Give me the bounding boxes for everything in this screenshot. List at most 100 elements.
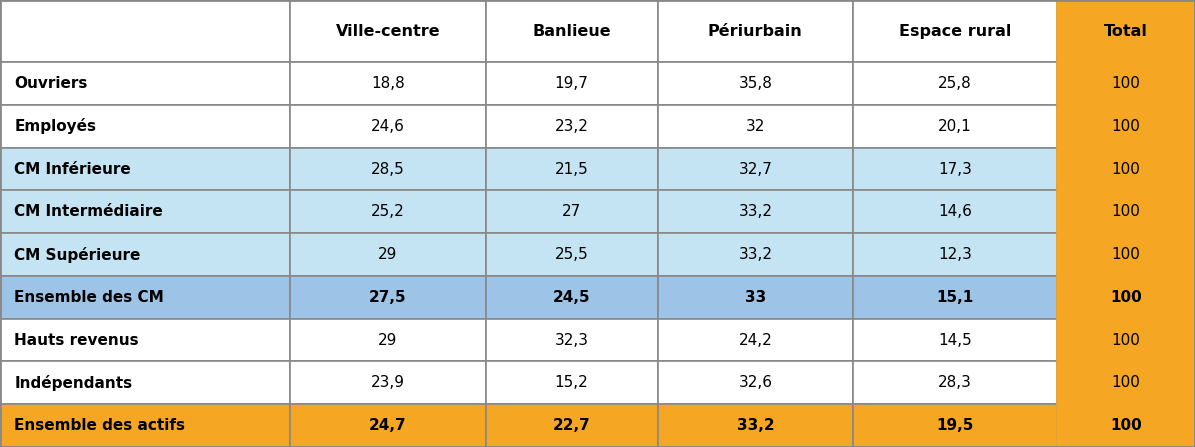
Bar <box>485 105 657 148</box>
Text: Espace rural: Espace rural <box>899 24 1011 38</box>
Bar <box>657 190 853 233</box>
Bar <box>0 276 290 319</box>
Text: 29: 29 <box>379 247 398 262</box>
Bar <box>853 276 1058 319</box>
Text: 100: 100 <box>1111 76 1140 91</box>
Bar <box>0 319 290 362</box>
Bar <box>485 276 657 319</box>
Bar <box>485 0 657 62</box>
Text: 100: 100 <box>1111 247 1140 262</box>
Bar <box>485 362 657 404</box>
Text: 25,2: 25,2 <box>372 204 405 219</box>
Bar <box>0 62 290 105</box>
Bar <box>853 319 1058 362</box>
Text: 29: 29 <box>379 333 398 348</box>
Text: Employés: Employés <box>14 118 97 134</box>
Text: 33,2: 33,2 <box>736 418 774 433</box>
Text: 100: 100 <box>1111 375 1140 390</box>
Bar <box>290 0 485 62</box>
Text: 15,2: 15,2 <box>554 375 589 390</box>
Bar <box>1058 233 1195 276</box>
Bar <box>0 233 290 276</box>
Bar <box>657 362 853 404</box>
Bar <box>657 148 853 190</box>
Text: Banlieue: Banlieue <box>532 24 611 38</box>
Text: 100: 100 <box>1111 204 1140 219</box>
Text: 23,2: 23,2 <box>554 119 589 134</box>
Bar <box>1058 105 1195 148</box>
Bar <box>853 233 1058 276</box>
Text: Indépendants: Indépendants <box>14 375 133 391</box>
Text: 22,7: 22,7 <box>553 418 590 433</box>
Text: Total: Total <box>1104 24 1148 38</box>
Bar <box>853 148 1058 190</box>
Bar <box>0 0 290 62</box>
Bar <box>853 62 1058 105</box>
Text: 28,3: 28,3 <box>938 375 972 390</box>
Text: 18,8: 18,8 <box>372 76 405 91</box>
Text: 14,6: 14,6 <box>938 204 972 219</box>
Bar <box>657 62 853 105</box>
Text: Ensemble des actifs: Ensemble des actifs <box>14 418 185 433</box>
Text: CM Intermédiaire: CM Intermédiaire <box>14 204 163 219</box>
Text: Périurbain: Périurbain <box>707 24 803 38</box>
Text: 32,3: 32,3 <box>554 333 589 348</box>
Bar <box>290 190 485 233</box>
Text: 14,5: 14,5 <box>938 333 972 348</box>
Bar <box>290 105 485 148</box>
Bar <box>1058 404 1195 447</box>
Text: 23,9: 23,9 <box>370 375 405 390</box>
Bar <box>485 190 657 233</box>
Text: CM Inférieure: CM Inférieure <box>14 161 131 177</box>
Text: 24,5: 24,5 <box>553 290 590 305</box>
Text: 33,2: 33,2 <box>739 204 772 219</box>
Bar <box>290 62 485 105</box>
Text: 32,7: 32,7 <box>739 161 772 177</box>
Bar <box>0 190 290 233</box>
Bar <box>657 404 853 447</box>
Text: 27: 27 <box>562 204 581 219</box>
Bar <box>1058 362 1195 404</box>
Text: 28,5: 28,5 <box>372 161 405 177</box>
Text: 33: 33 <box>744 290 766 305</box>
Text: 19,5: 19,5 <box>937 418 974 433</box>
Text: 35,8: 35,8 <box>739 76 772 91</box>
Bar <box>1058 148 1195 190</box>
Bar <box>657 276 853 319</box>
Text: CM Supérieure: CM Supérieure <box>14 247 141 262</box>
Bar <box>485 62 657 105</box>
Text: 100: 100 <box>1111 119 1140 134</box>
Text: 21,5: 21,5 <box>554 161 589 177</box>
Bar <box>485 148 657 190</box>
Bar <box>657 319 853 362</box>
Bar <box>290 148 485 190</box>
Bar <box>290 233 485 276</box>
Bar <box>0 148 290 190</box>
Bar <box>290 276 485 319</box>
Text: 27,5: 27,5 <box>369 290 406 305</box>
Bar <box>853 362 1058 404</box>
Text: 32: 32 <box>746 119 765 134</box>
Bar <box>290 404 485 447</box>
Text: 100: 100 <box>1111 161 1140 177</box>
Bar <box>0 404 290 447</box>
Text: 100: 100 <box>1111 333 1140 348</box>
Text: Ouvriers: Ouvriers <box>14 76 87 91</box>
Bar <box>853 404 1058 447</box>
Bar <box>853 105 1058 148</box>
Bar <box>1058 319 1195 362</box>
Text: 24,7: 24,7 <box>369 418 406 433</box>
Bar <box>485 233 657 276</box>
Bar <box>0 105 290 148</box>
Text: 20,1: 20,1 <box>938 119 972 134</box>
Bar <box>485 319 657 362</box>
Bar <box>1058 276 1195 319</box>
Bar <box>853 0 1058 62</box>
Text: 100: 100 <box>1110 418 1142 433</box>
Text: 24,6: 24,6 <box>372 119 405 134</box>
Bar <box>657 0 853 62</box>
Bar <box>1058 190 1195 233</box>
Bar <box>1058 62 1195 105</box>
Text: 25,5: 25,5 <box>554 247 589 262</box>
Bar <box>853 190 1058 233</box>
